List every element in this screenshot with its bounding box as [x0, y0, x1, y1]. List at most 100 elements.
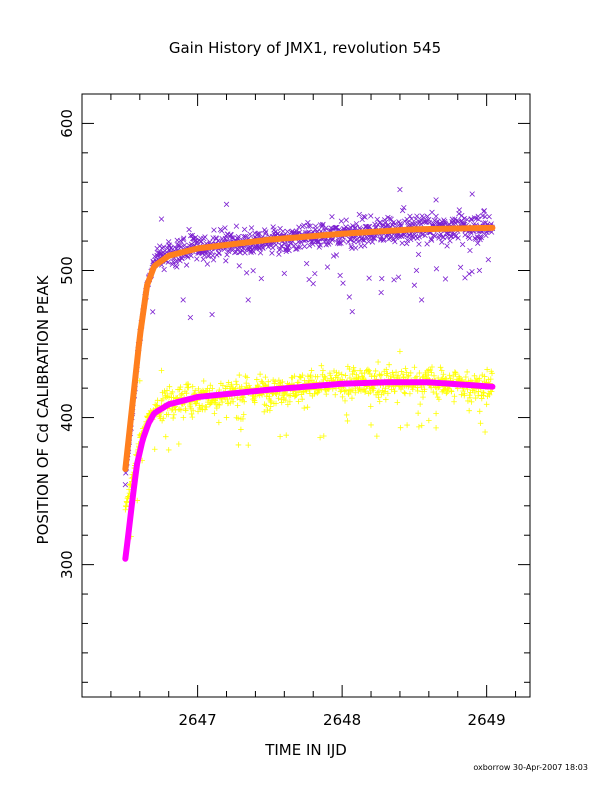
series-1-point [122, 503, 129, 509]
series-1-point [323, 391, 330, 397]
series-1-point [176, 386, 183, 393]
series-0-point [433, 197, 439, 203]
series-1-point [124, 499, 130, 506]
series-0-point [216, 250, 222, 256]
series-1-point [464, 369, 470, 375]
series-1-point [403, 369, 410, 376]
series-1-point [436, 396, 442, 403]
series-1-point [472, 390, 478, 396]
series-0-point [468, 216, 474, 222]
series-1-point [392, 388, 398, 394]
series-1-point [229, 396, 235, 402]
series-1-point [209, 385, 216, 392]
series-0-point [186, 226, 192, 233]
series-0-point [265, 244, 271, 250]
x-tick-label: 2647 [179, 711, 217, 729]
series-1-point [189, 414, 196, 420]
series-1-point [404, 422, 410, 428]
series-1-point [343, 412, 350, 418]
series-1-point [214, 405, 220, 411]
series-0-point [210, 253, 216, 259]
series-0-point [307, 223, 314, 229]
series-1-point [259, 379, 266, 385]
series-0-point [456, 207, 463, 213]
series-0-point [161, 266, 167, 273]
series-0-point [209, 311, 215, 318]
series-0-point [340, 280, 346, 286]
series-1-point [234, 395, 241, 401]
series-1-point [440, 386, 446, 393]
series-1-point [394, 399, 401, 406]
series-1-point [299, 372, 306, 378]
series-1-point [487, 376, 494, 382]
series-1-point [244, 374, 250, 381]
series-1-point [376, 398, 383, 405]
series-1-point [236, 372, 243, 378]
series-1-point [414, 384, 421, 391]
y-tick-label: 400 [58, 403, 76, 432]
series-0-point [236, 263, 242, 269]
series-1-point [461, 390, 468, 397]
series-1-point [195, 408, 201, 415]
series-1-point [219, 399, 225, 405]
series-1-point [410, 386, 416, 393]
series-0-point [428, 237, 435, 243]
series-1-point [401, 389, 408, 396]
series-1-point [262, 374, 269, 380]
series-1-point [227, 400, 234, 406]
series-0-point [312, 223, 319, 229]
series-1-point [238, 416, 244, 422]
series-1-point [448, 388, 455, 395]
series-1-point [160, 396, 166, 402]
series-0-point [306, 243, 313, 249]
series-1-point [451, 393, 458, 400]
series-1-point [388, 386, 395, 393]
series-0-point [200, 256, 207, 262]
series-1-point [188, 411, 195, 417]
series-0-point [395, 274, 402, 280]
series-0-point [461, 215, 467, 222]
series-1-point [395, 372, 401, 379]
series-1-point [397, 348, 403, 355]
series-0-point [371, 235, 378, 242]
series-0-point [424, 213, 431, 220]
series-0-point [401, 204, 407, 211]
series-1-point [305, 373, 311, 379]
series-1-point [273, 400, 279, 407]
series-1-point [169, 389, 176, 395]
series-0-point [161, 244, 167, 250]
series-1-point [238, 383, 245, 390]
series-0-point [222, 225, 228, 231]
series-1-point [267, 407, 273, 414]
series-0-point [347, 224, 354, 230]
series-1-point [382, 385, 389, 391]
series-1-point [465, 398, 471, 404]
series-1-point [471, 373, 478, 379]
series-0-point [439, 239, 445, 245]
series-1-point [220, 382, 226, 389]
series-1-point [235, 442, 242, 448]
series-1-point [360, 375, 367, 381]
series-1-point [366, 367, 372, 374]
series-1-point [342, 398, 348, 404]
series-1-point [458, 391, 465, 398]
series-1-point [371, 373, 378, 379]
series-0-point [392, 239, 398, 245]
series-0-point [428, 236, 434, 242]
series-1-point [416, 370, 423, 376]
series-0-point [413, 267, 420, 274]
series-1-point [211, 410, 218, 417]
series-1-point [421, 386, 428, 393]
series-1-point [443, 390, 450, 397]
x-axis-ticks: 2647 2648 2649 [81, 94, 517, 729]
y-tick-label: 600 [58, 109, 76, 138]
series-1-point [433, 391, 440, 397]
series-1-point [346, 366, 353, 372]
y-axis-ticks: 300 400 500 600 [58, 93, 530, 683]
series-1-point [481, 390, 487, 396]
series-1-point [160, 415, 167, 422]
series-1-point [433, 425, 439, 431]
series-0-point [433, 213, 439, 220]
series-0-point [188, 253, 194, 259]
series-1-point [386, 361, 392, 368]
